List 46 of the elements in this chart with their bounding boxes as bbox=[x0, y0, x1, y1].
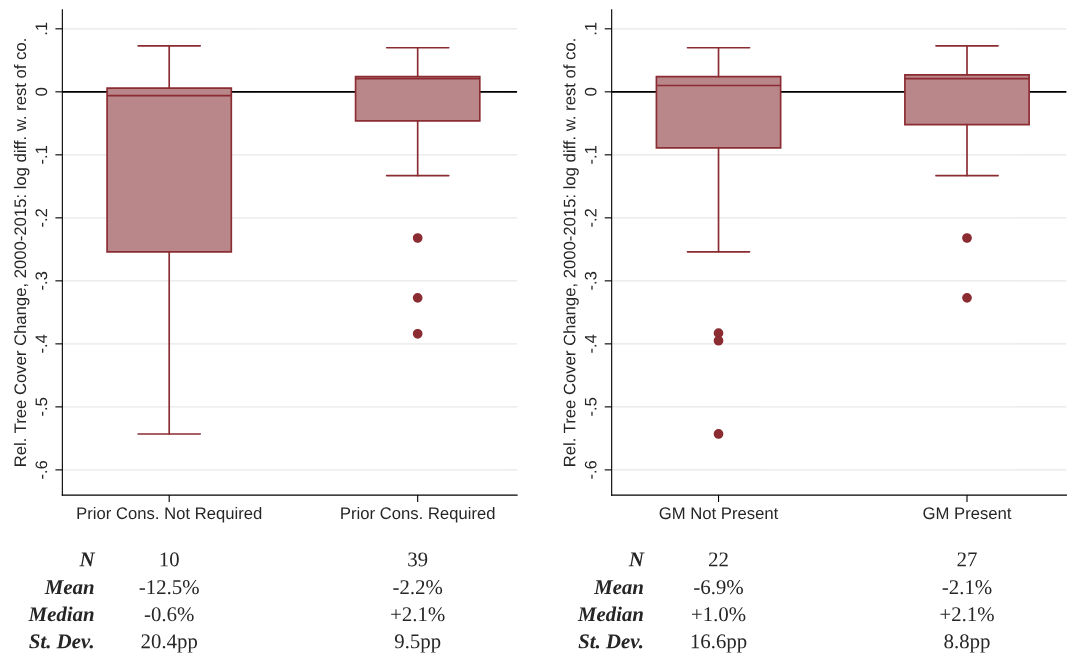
text: +2.1% bbox=[391, 607, 445, 622]
y-tick-label: -.4 bbox=[584, 334, 597, 353]
y-tick-label: -.2 bbox=[584, 208, 597, 227]
y-tick-label: 0 bbox=[35, 87, 48, 96]
y-tick-label: -.6 bbox=[584, 460, 597, 479]
text: N bbox=[79, 552, 96, 567]
y-tick-label: -.1 bbox=[35, 145, 48, 164]
text: +1.0% bbox=[691, 607, 746, 622]
y-axis-title: Rel. Tree Cover Change, 2000-2015: log diff. w. rest of co. bbox=[563, 39, 579, 466]
text: 27 bbox=[957, 552, 977, 567]
text: Median bbox=[28, 606, 94, 622]
y-tick-label: -.3 bbox=[35, 271, 48, 290]
text: -6.9% bbox=[694, 580, 743, 595]
text: St. Dev. bbox=[578, 634, 643, 649]
text: N bbox=[628, 552, 645, 567]
text: Median bbox=[577, 606, 643, 622]
y-tick-label: 0 bbox=[584, 87, 597, 96]
x-tick-label: Prior Cons. Required bbox=[341, 506, 495, 523]
y-axis-title: Rel. Tree Cover Change, 2000-2015: log diff. w. rest of co. bbox=[13, 39, 30, 466]
y-tick-label: -.5 bbox=[584, 397, 597, 416]
text: Mean bbox=[593, 580, 643, 595]
text: St. Dev. bbox=[29, 634, 93, 649]
x-tick-label: Prior Cons. Not Required bbox=[77, 506, 262, 523]
y-tick-label: .1 bbox=[35, 22, 48, 35]
y-tick-label: -.6 bbox=[35, 460, 48, 479]
text: +2.1% bbox=[940, 607, 994, 622]
text: -2.1% bbox=[942, 580, 992, 595]
y-tick-label: -.4 bbox=[35, 334, 48, 353]
y-tick-label: -.1 bbox=[584, 145, 597, 164]
text: -2.2% bbox=[393, 580, 443, 595]
text: -12.5% bbox=[139, 580, 199, 595]
text: 20.4pp bbox=[141, 634, 198, 653]
text: 9.5pp bbox=[394, 634, 441, 653]
y-tick-label: .1 bbox=[584, 22, 597, 35]
text: 22 bbox=[709, 552, 728, 567]
y-tick-label: -.2 bbox=[35, 208, 48, 227]
text: -0.6% bbox=[144, 607, 194, 622]
text: 8.8pp bbox=[944, 634, 990, 653]
text: Mean bbox=[44, 580, 94, 595]
text: 16.6pp bbox=[691, 634, 747, 653]
text: 10 bbox=[160, 552, 179, 567]
y-tick-label: -.3 bbox=[584, 271, 597, 290]
text: 39 bbox=[408, 552, 428, 567]
y-tick-label: -.5 bbox=[35, 397, 48, 416]
x-tick-label: GM Not Present bbox=[659, 507, 779, 520]
x-tick-label: GM Present bbox=[923, 507, 1012, 520]
